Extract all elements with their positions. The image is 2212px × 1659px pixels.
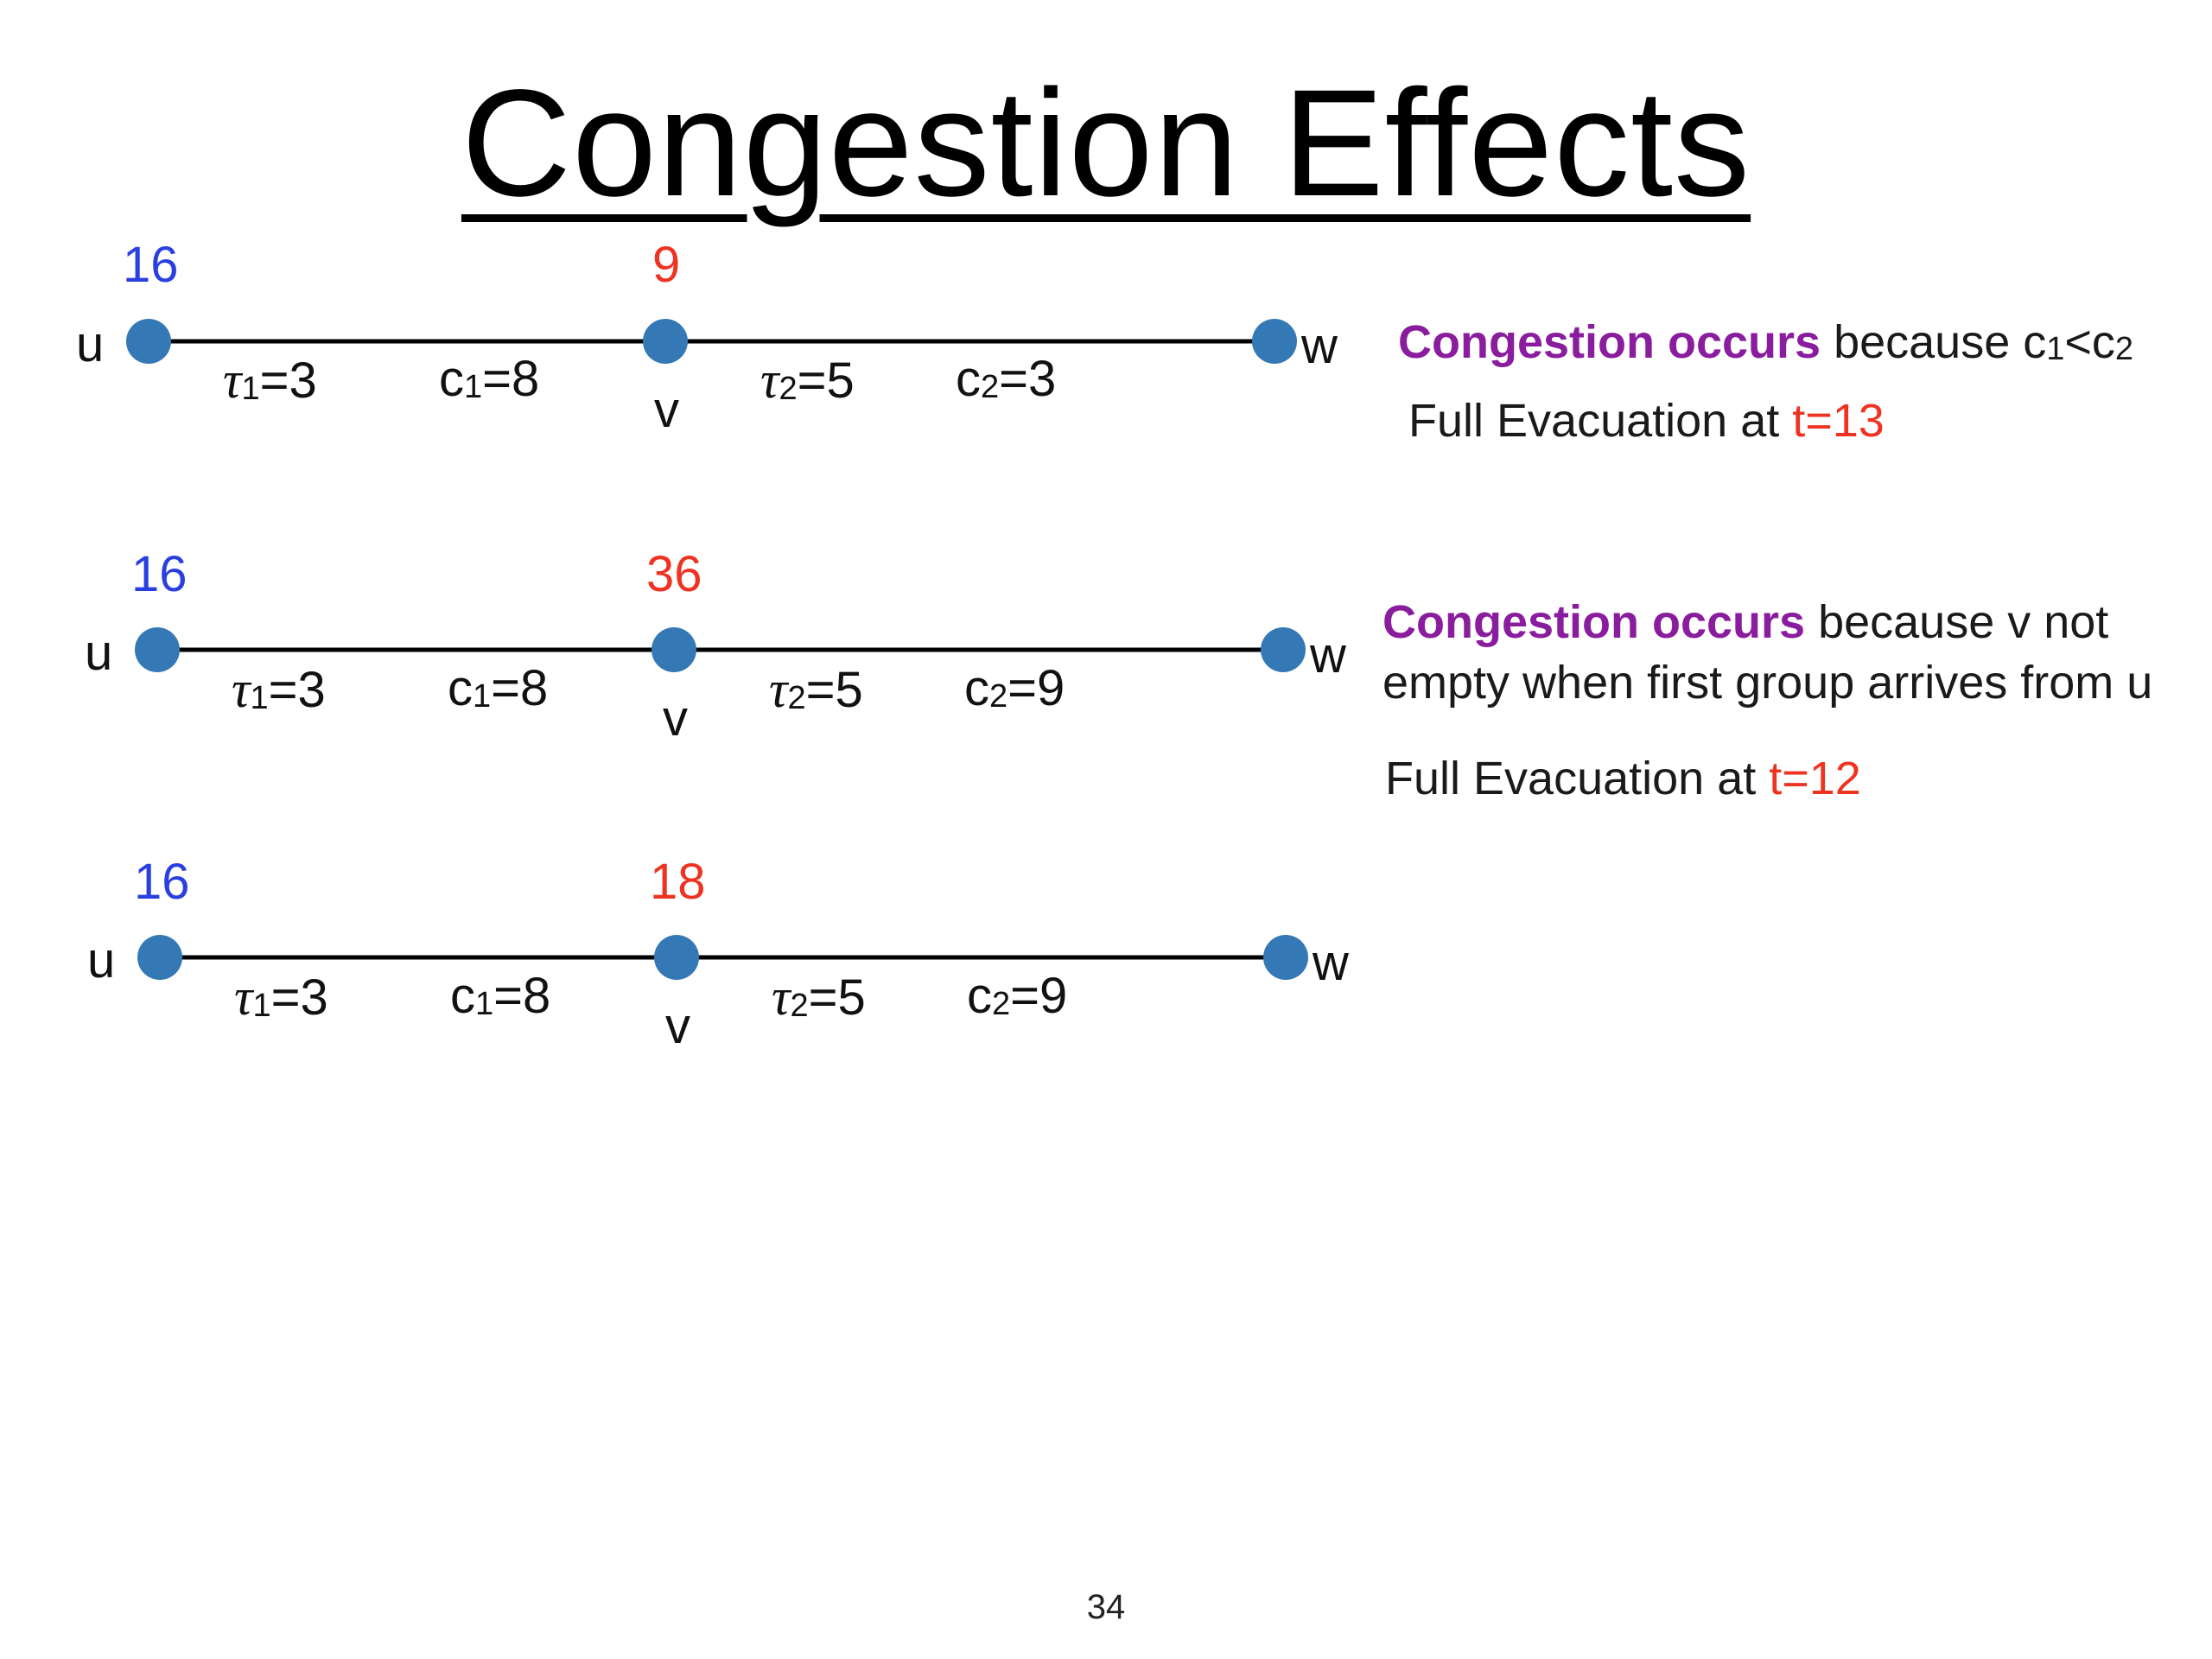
- u-count-row-1: 16: [123, 237, 179, 293]
- c2-value-row-1: 3: [1028, 351, 1057, 407]
- tau2-label-row-2: τ2=5: [769, 661, 863, 718]
- c1-value-row-2: 8: [520, 660, 549, 716]
- tau2-value-row-3: 5: [837, 969, 866, 1026]
- u-count-row-2: 16: [131, 546, 188, 602]
- c1-label-row-2: c1=8: [448, 660, 549, 716]
- note-1-evac-prefix: Full Evacuation at: [1408, 395, 1793, 447]
- note-1-evac-time: t=13: [1792, 395, 1885, 447]
- network-row-1: [126, 319, 1297, 364]
- tau1-label-row-1: τ1=3: [223, 352, 317, 409]
- note-1-sub-b: 2: [2114, 330, 2134, 367]
- node-u: [137, 935, 182, 980]
- node-w: [1263, 935, 1308, 980]
- tau1-value-row-1: 3: [289, 353, 317, 409]
- node-w: [1261, 627, 1306, 672]
- u-count-row-3: 16: [134, 854, 190, 910]
- page-number: 34: [1086, 1588, 1126, 1626]
- node-u: [135, 627, 180, 672]
- network-row-3: [137, 935, 1308, 980]
- c1-label-row-3: c1=8: [450, 968, 551, 1024]
- node-v: [654, 935, 699, 980]
- c1-value-row-1: 8: [512, 351, 540, 407]
- note-1-reason-text: because c: [1821, 316, 2047, 368]
- w-label-row-2: w: [1310, 627, 1346, 683]
- u-label-row-2: u: [85, 625, 113, 681]
- tau2-label-row-1: τ2=5: [760, 352, 855, 409]
- note-1-evacuation: Full Evacuation at t=13: [1408, 391, 1885, 451]
- note-2-evacuation: Full Evacuation at t=12: [1385, 748, 1861, 809]
- w-label-row-1: w: [1301, 318, 1338, 374]
- v-count-row-1: 9: [652, 237, 681, 293]
- node-u: [126, 319, 171, 364]
- v-count-row-2: 36: [646, 546, 702, 602]
- note-1-lt: <c: [2064, 316, 2115, 368]
- tau1-value-row-3: 3: [300, 969, 328, 1026]
- slide-title-text: Congestion Effects: [461, 59, 1751, 228]
- tau1-value-row-2: 3: [297, 662, 326, 718]
- u-label-row-3: u: [87, 932, 116, 988]
- c2-label-row-1: c2=3: [956, 351, 1057, 407]
- note-1-sub-a: 1: [2046, 330, 2065, 367]
- note-2-highlight: Congestion occurs: [1382, 596, 1806, 648]
- tau1-label-row-3: τ1=3: [234, 969, 328, 1026]
- c1-label-row-1: c1=8: [439, 351, 540, 407]
- note-2-evac-prefix: Full Evacuation at: [1385, 753, 1770, 804]
- tau2-value-row-2: 5: [835, 662, 863, 718]
- node-v: [652, 627, 696, 672]
- w-label-row-3: w: [1313, 935, 1349, 991]
- c2-label-row-2: c2=9: [964, 660, 1065, 716]
- slide-title: Congestion Effects: [0, 57, 2212, 230]
- v-label-row-2: v: [663, 690, 688, 747]
- u-label-row-1: u: [76, 316, 105, 372]
- note-2-evac-time: t=12: [1769, 753, 1861, 804]
- node-w: [1252, 319, 1297, 364]
- network-row-2: [135, 627, 1306, 672]
- tau1-label-row-2: τ1=3: [232, 661, 326, 718]
- c2-value-row-3: 9: [1039, 968, 1068, 1024]
- tau2-label-row-3: τ2=5: [772, 969, 866, 1026]
- node-v: [643, 319, 688, 364]
- note-2-reason: Congestion occurs because v not: [1382, 592, 2108, 652]
- v-label-row-1: v: [654, 382, 679, 438]
- c2-label-row-3: c2=9: [967, 968, 1068, 1024]
- c1-value-row-3: 8: [523, 968, 551, 1024]
- tau2-value-row-1: 5: [826, 353, 855, 409]
- note-1-reason: Congestion occurs because c1<c2: [1398, 312, 2133, 372]
- note-2-reason-line2: empty when first group arrives from u: [1382, 657, 2153, 709]
- note-2-reason-text: because v not: [1805, 596, 2109, 648]
- c2-value-row-2: 9: [1037, 660, 1065, 716]
- note-1-highlight: Congestion occurs: [1398, 316, 1821, 368]
- v-label-row-3: v: [665, 998, 690, 1054]
- v-count-row-3: 18: [650, 854, 706, 910]
